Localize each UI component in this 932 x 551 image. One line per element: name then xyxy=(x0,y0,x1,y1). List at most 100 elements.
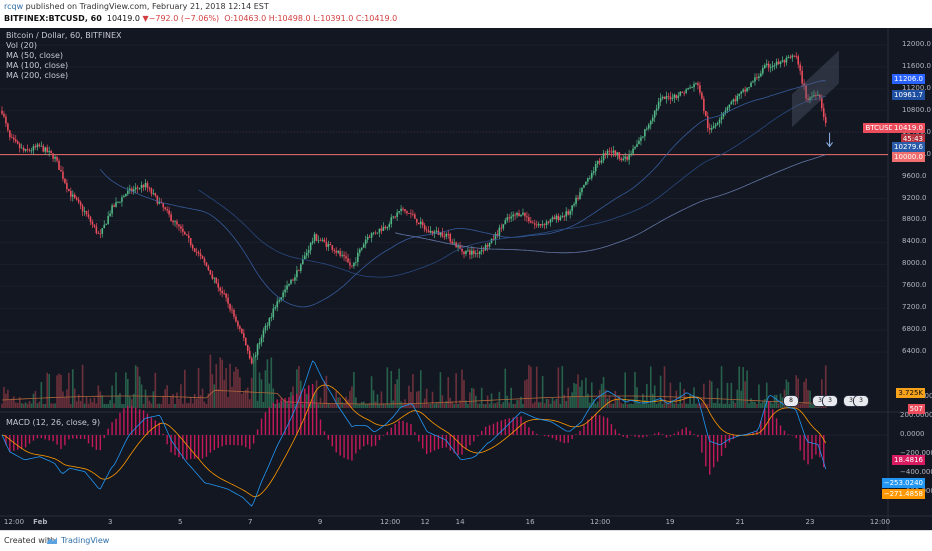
volume-bar xyxy=(703,384,705,408)
event-flag[interactable]: 3 xyxy=(822,395,838,407)
volume-bar xyxy=(27,404,29,408)
volume-bar xyxy=(740,391,742,408)
candle-body xyxy=(170,214,172,220)
candle-body xyxy=(715,125,717,127)
volume-bar xyxy=(390,371,392,408)
volume-bar xyxy=(192,404,194,408)
candle-body xyxy=(190,238,192,245)
candle-body xyxy=(567,211,569,214)
last-price: 10419.0 xyxy=(107,14,140,23)
candle-body xyxy=(21,148,23,149)
candle-body xyxy=(481,250,483,251)
candle-body xyxy=(66,183,68,189)
price-chart-svg[interactable] xyxy=(0,28,932,530)
candle-body xyxy=(613,151,615,153)
candle-body xyxy=(145,183,147,187)
candle-body xyxy=(392,217,394,218)
macd-histogram-bar xyxy=(646,435,647,437)
candle-body xyxy=(37,145,39,148)
macd-histogram-bar xyxy=(324,431,325,435)
candle-body xyxy=(290,280,292,284)
candle-body xyxy=(640,137,642,140)
candle-body xyxy=(74,195,76,198)
volume-bar xyxy=(731,383,733,408)
tradingview-brand[interactable]: TradingView xyxy=(61,536,109,545)
macd-histogram-bar xyxy=(430,435,431,452)
macd-legend: MACD (12, 26, close, 9) xyxy=(6,418,100,428)
candle-body xyxy=(442,232,444,236)
volume-bar xyxy=(147,397,149,408)
candle-body xyxy=(310,243,312,250)
candle-body xyxy=(530,221,532,222)
volume-bar xyxy=(587,394,589,408)
macd-histogram-bar xyxy=(383,435,384,436)
candle-body xyxy=(361,248,363,250)
candle-body xyxy=(672,98,674,99)
volume-bar xyxy=(760,403,762,408)
volume-bar xyxy=(239,377,241,408)
price-change: −792.0 (−7.06%) xyxy=(149,14,220,23)
chart-area[interactable]: Bitcoin / Dollar, 60, BITFINEX Vol (20) … xyxy=(0,28,932,530)
candle-body xyxy=(339,251,341,256)
macd-histogram-bar xyxy=(80,435,81,439)
volume-bar xyxy=(255,358,257,408)
candle-body xyxy=(825,117,827,123)
candle-body xyxy=(396,213,398,217)
volume-bar xyxy=(455,373,457,408)
macd-histogram-bar xyxy=(198,435,199,459)
volume-bar xyxy=(571,392,573,408)
candle-body xyxy=(245,338,247,345)
macd-histogram-bar xyxy=(237,435,238,445)
volume-bar xyxy=(109,400,111,408)
candle-body xyxy=(56,157,58,161)
macd-histogram-bar xyxy=(394,424,395,435)
volume-bar xyxy=(412,374,414,408)
volume-bar xyxy=(565,401,567,408)
volume-bar xyxy=(756,404,758,408)
candle-body xyxy=(359,250,361,253)
volume-bar xyxy=(475,396,477,408)
volume-bar xyxy=(341,402,343,408)
volume-bar xyxy=(634,372,636,408)
candle-body xyxy=(510,217,512,219)
macd-histogram-bar xyxy=(265,412,266,435)
volume-bar xyxy=(54,403,56,408)
volume-bar xyxy=(359,404,361,408)
volume-bar xyxy=(257,401,259,408)
candle-body xyxy=(92,222,94,225)
volume-bar xyxy=(721,366,723,408)
candle-body xyxy=(408,213,410,214)
candle-body xyxy=(13,138,15,140)
candle-body xyxy=(738,94,740,96)
volume-bar xyxy=(697,404,699,408)
candle-body xyxy=(514,215,516,216)
candle-body xyxy=(139,188,141,189)
volume-bar xyxy=(245,390,247,408)
candle-body xyxy=(475,253,477,254)
volume-bar xyxy=(170,396,172,408)
candle-body xyxy=(601,160,603,162)
candle-body xyxy=(312,241,314,243)
volume-bar xyxy=(638,402,640,408)
candle-body xyxy=(231,310,233,311)
macd-histogram-bar xyxy=(792,435,793,436)
rising-channel-drawing xyxy=(792,50,839,127)
volume-bar xyxy=(658,403,660,408)
candle-body xyxy=(308,250,310,253)
event-flag[interactable]: 3 xyxy=(853,395,869,407)
volume-bar xyxy=(5,394,7,408)
candle-body xyxy=(217,283,219,288)
volume-bar xyxy=(111,385,113,408)
candle-body xyxy=(394,217,396,218)
candle-body xyxy=(526,216,528,217)
candle-body xyxy=(782,60,784,61)
volume-bar xyxy=(725,404,727,408)
candle-body xyxy=(377,233,379,234)
macd-histogram-bar xyxy=(367,435,368,445)
candle-body xyxy=(719,120,721,123)
macd-histogram-bar xyxy=(642,435,643,437)
author-link[interactable]: rcqw xyxy=(4,2,23,11)
event-flag[interactable]: 8 xyxy=(783,395,799,407)
candle-body xyxy=(683,93,685,94)
candle-body xyxy=(64,179,66,183)
